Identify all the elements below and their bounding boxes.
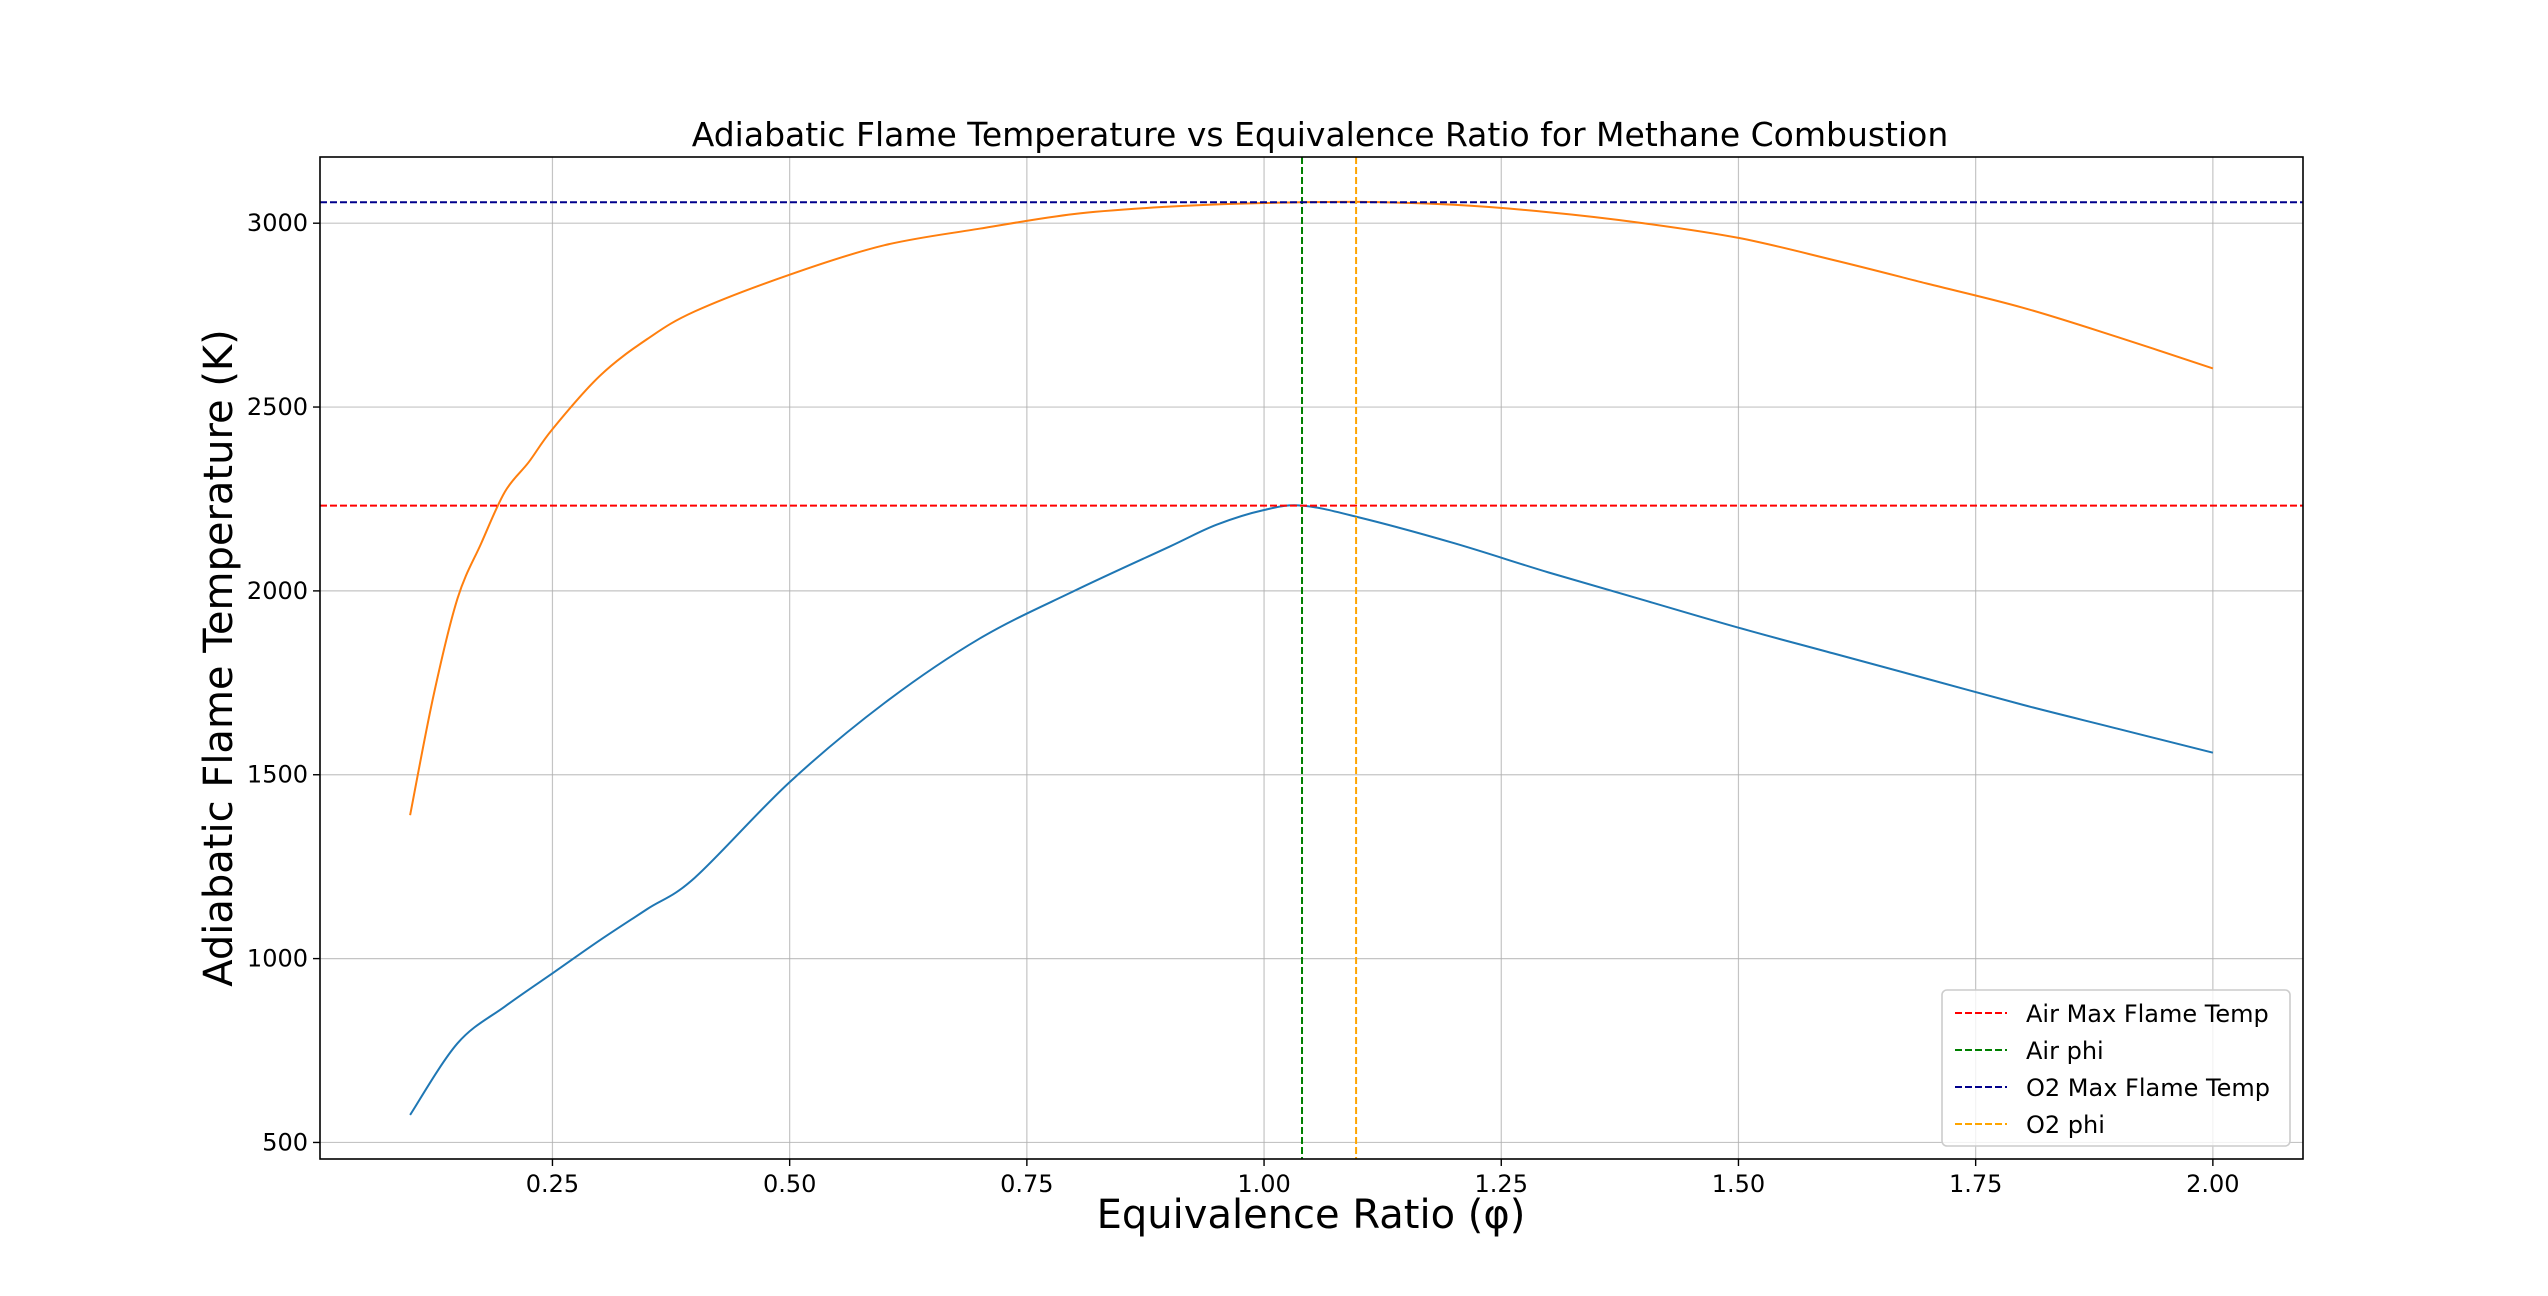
x-tick-label: 0.25 [526, 1170, 579, 1198]
x-tick-label: 2.00 [2186, 1170, 2239, 1198]
legend-frame [1941, 989, 2291, 1147]
x-tick-label: 1.25 [1475, 1170, 1528, 1198]
x-tick-label: 1.00 [1237, 1170, 1290, 1198]
x-tick-label: 0.50 [763, 1170, 816, 1198]
x-tick-label: 0.75 [1000, 1170, 1053, 1198]
legend-label: Air phi [2026, 1037, 2104, 1065]
axes-frame [319, 156, 2304, 1160]
y-tick-label: 1500 [247, 761, 308, 789]
x-tick-label: 1.75 [1949, 1170, 2002, 1198]
reference-lines [320, 157, 2303, 1159]
y-tick-label: 2500 [247, 393, 308, 421]
y-tick-label: 2000 [247, 577, 308, 605]
x-axis-label: Equivalence Ratio (φ) [1097, 1192, 1526, 1238]
y-tick-label: 500 [262, 1128, 308, 1156]
series-layer [409, 200, 2214, 1116]
legend-label: O2 Max Flame Temp [2026, 1074, 2270, 1102]
y-tick-label: 1000 [247, 945, 308, 973]
x-tick-label: 1.50 [1712, 1170, 1765, 1198]
y-tick-label: 3000 [247, 209, 308, 237]
series-line-1 [409, 504, 2214, 1116]
legend: Air Max Flame Temp Air phi O2 Max Flame Te… [1941, 989, 2291, 1147]
y-axis-label: Adiabatic Flame Temperature (K) [196, 329, 242, 987]
series-line-2 [409, 200, 2214, 816]
ticks: 0.25 0.50 0.75 1.00 1.25 1.50 1.75 2.00 500 1000 1… [247, 209, 2240, 1198]
legend-label: Air Max Flame Temp [2026, 1000, 2269, 1028]
legend-label: O2 phi [2026, 1111, 2105, 1139]
chart-title: Adiabatic Flame Temperature vs Equivalen… [692, 115, 1949, 154]
